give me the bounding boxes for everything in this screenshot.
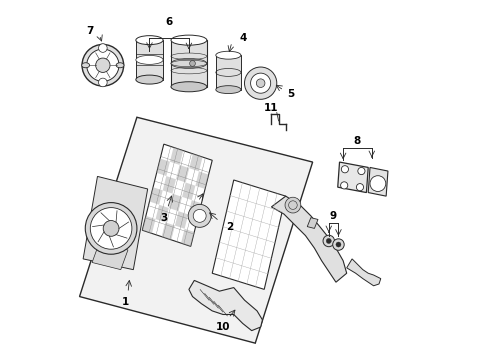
Circle shape xyxy=(256,79,264,87)
Circle shape xyxy=(96,58,110,72)
Polygon shape xyxy=(337,162,367,193)
Polygon shape xyxy=(142,216,155,233)
Polygon shape xyxy=(155,205,168,222)
Polygon shape xyxy=(149,187,163,205)
Ellipse shape xyxy=(215,86,241,94)
Text: 9: 9 xyxy=(329,211,336,221)
Polygon shape xyxy=(136,40,163,80)
Circle shape xyxy=(356,184,363,191)
Polygon shape xyxy=(83,176,147,270)
Polygon shape xyxy=(367,167,387,196)
Polygon shape xyxy=(346,259,380,286)
Polygon shape xyxy=(189,154,202,171)
Circle shape xyxy=(357,167,364,175)
Polygon shape xyxy=(142,144,212,246)
Circle shape xyxy=(325,238,330,243)
Circle shape xyxy=(323,235,334,247)
Polygon shape xyxy=(271,196,346,282)
Circle shape xyxy=(99,78,107,87)
Circle shape xyxy=(250,73,270,93)
Polygon shape xyxy=(92,243,128,270)
Polygon shape xyxy=(162,222,175,240)
Polygon shape xyxy=(182,183,195,200)
Circle shape xyxy=(335,242,340,247)
Ellipse shape xyxy=(171,82,206,92)
Text: 7: 7 xyxy=(86,26,94,36)
Polygon shape xyxy=(188,280,262,330)
Polygon shape xyxy=(80,117,312,343)
Polygon shape xyxy=(215,55,241,90)
Ellipse shape xyxy=(136,36,163,45)
Circle shape xyxy=(369,176,385,192)
Polygon shape xyxy=(306,218,317,228)
Polygon shape xyxy=(169,147,183,165)
Text: 5: 5 xyxy=(287,89,294,99)
Circle shape xyxy=(332,239,344,250)
Text: 1: 1 xyxy=(122,297,129,307)
Ellipse shape xyxy=(136,75,163,84)
Polygon shape xyxy=(212,180,285,289)
Polygon shape xyxy=(171,40,206,87)
Polygon shape xyxy=(176,165,189,183)
Text: 2: 2 xyxy=(226,222,233,231)
Polygon shape xyxy=(175,211,188,229)
Polygon shape xyxy=(163,176,176,194)
Polygon shape xyxy=(181,229,194,246)
Polygon shape xyxy=(195,171,208,189)
Circle shape xyxy=(99,44,107,52)
Text: 4: 4 xyxy=(239,33,246,43)
Ellipse shape xyxy=(81,63,89,68)
Circle shape xyxy=(340,182,347,189)
Text: 8: 8 xyxy=(353,136,360,145)
Ellipse shape xyxy=(136,55,163,64)
Polygon shape xyxy=(168,194,182,211)
Circle shape xyxy=(341,166,348,173)
Ellipse shape xyxy=(116,63,124,68)
Text: 10: 10 xyxy=(215,322,230,332)
Polygon shape xyxy=(188,200,201,218)
Circle shape xyxy=(82,44,123,86)
Ellipse shape xyxy=(171,58,206,68)
Circle shape xyxy=(285,197,300,213)
Circle shape xyxy=(244,67,276,99)
Circle shape xyxy=(193,210,206,222)
Text: 6: 6 xyxy=(165,17,172,27)
Circle shape xyxy=(103,221,119,236)
Ellipse shape xyxy=(215,51,241,59)
Circle shape xyxy=(86,49,119,81)
Ellipse shape xyxy=(171,35,206,45)
Text: 11: 11 xyxy=(264,103,278,113)
Circle shape xyxy=(188,204,211,227)
Text: 3: 3 xyxy=(160,213,167,222)
Circle shape xyxy=(90,208,132,249)
Circle shape xyxy=(189,60,195,66)
Circle shape xyxy=(85,203,137,254)
Polygon shape xyxy=(156,158,169,176)
